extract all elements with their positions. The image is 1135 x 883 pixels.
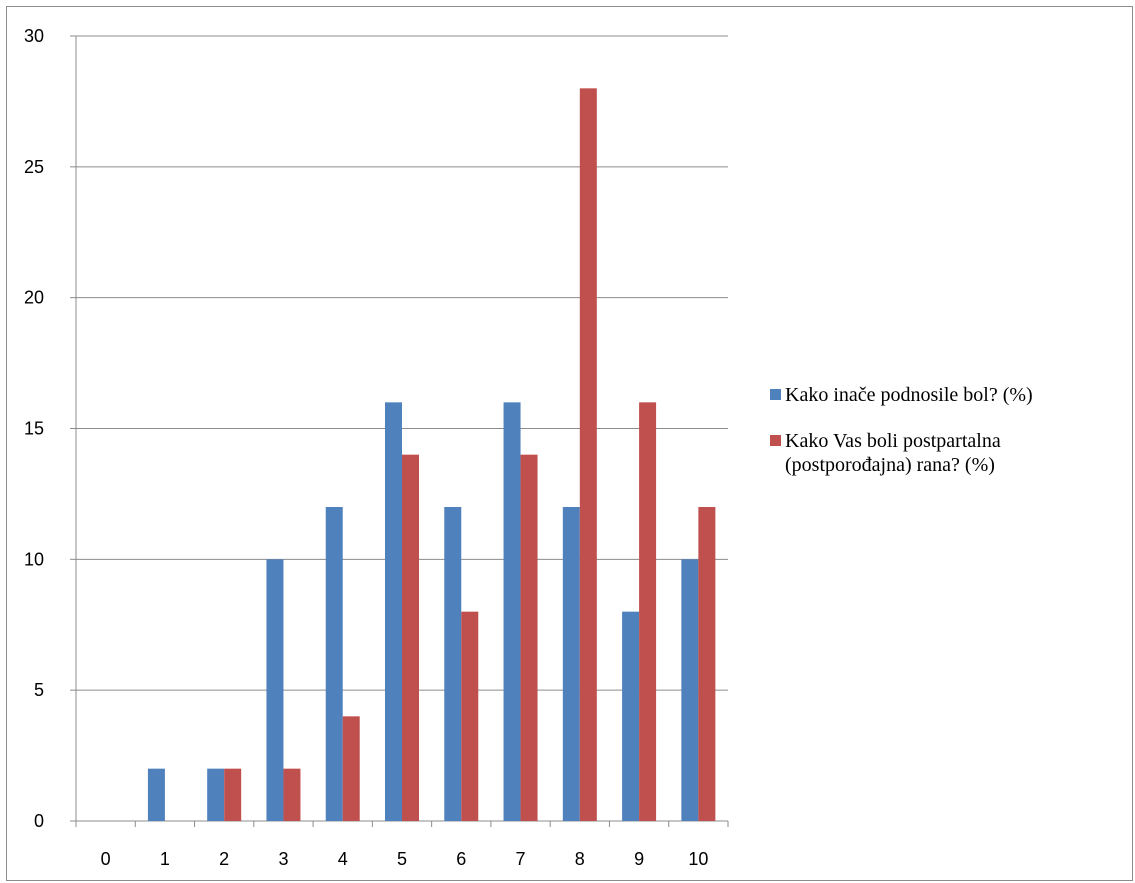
bar-series-2 xyxy=(342,716,360,821)
y-tick-label: 0 xyxy=(34,811,44,831)
bar-series-2 xyxy=(579,88,597,822)
bar-series-2 xyxy=(224,768,242,821)
bar-series-2 xyxy=(520,454,538,821)
x-tick-label: 3 xyxy=(278,849,288,869)
bar-series-1 xyxy=(385,402,402,821)
bar-series-1 xyxy=(266,559,284,821)
y-tick-label: 10 xyxy=(24,549,44,569)
bar-series-2 xyxy=(639,402,657,821)
x-tick-label: 4 xyxy=(338,849,348,869)
x-tick-label: 8 xyxy=(575,849,585,869)
bar-series-1 xyxy=(562,507,580,821)
bar-series-1 xyxy=(207,768,225,821)
legend-item-series-1: Kako inače podnosile bol? (%) xyxy=(770,383,1120,407)
legend-label-series-2: Kako Vas boli postpartalna (postporođajn… xyxy=(785,430,1001,476)
x-tick-label: 9 xyxy=(634,849,644,869)
y-tick-label: 15 xyxy=(24,419,44,439)
y-tick-label: 30 xyxy=(24,26,44,46)
x-tick-label: 7 xyxy=(516,849,526,869)
bar-series-2 xyxy=(698,507,716,821)
bar-series-1 xyxy=(622,611,640,821)
legend-swatch-series-2 xyxy=(770,435,781,446)
bar-series-1 xyxy=(503,402,521,821)
x-tick-label: 10 xyxy=(688,849,708,869)
bar-series-2 xyxy=(461,611,479,821)
bar-series-2 xyxy=(283,768,301,821)
x-tick-label: 1 xyxy=(160,849,170,869)
y-tick-label: 5 xyxy=(34,680,44,700)
bar-series-1 xyxy=(147,768,165,821)
y-tick-label: 25 xyxy=(24,157,44,177)
x-tick-label: 0 xyxy=(101,849,111,869)
x-tick-label: 6 xyxy=(456,849,466,869)
x-tick-label: 5 xyxy=(397,849,407,869)
y-tick-label: 20 xyxy=(24,288,44,308)
x-tick-label: 2 xyxy=(219,849,229,869)
legend-label-series-1: Kako inače podnosile bol? (%) xyxy=(785,384,1033,406)
bar-series-1 xyxy=(681,559,699,821)
bar-series-2 xyxy=(402,454,419,821)
bar-series-1 xyxy=(444,507,462,821)
bar-series-1 xyxy=(325,507,343,821)
legend-swatch-series-1 xyxy=(770,389,781,400)
legend-item-series-2: Kako Vas boli postpartalna (postporođajn… xyxy=(770,429,1120,477)
legend: Kako inače podnosile bol? (%) Kako Vas b… xyxy=(770,383,1120,499)
